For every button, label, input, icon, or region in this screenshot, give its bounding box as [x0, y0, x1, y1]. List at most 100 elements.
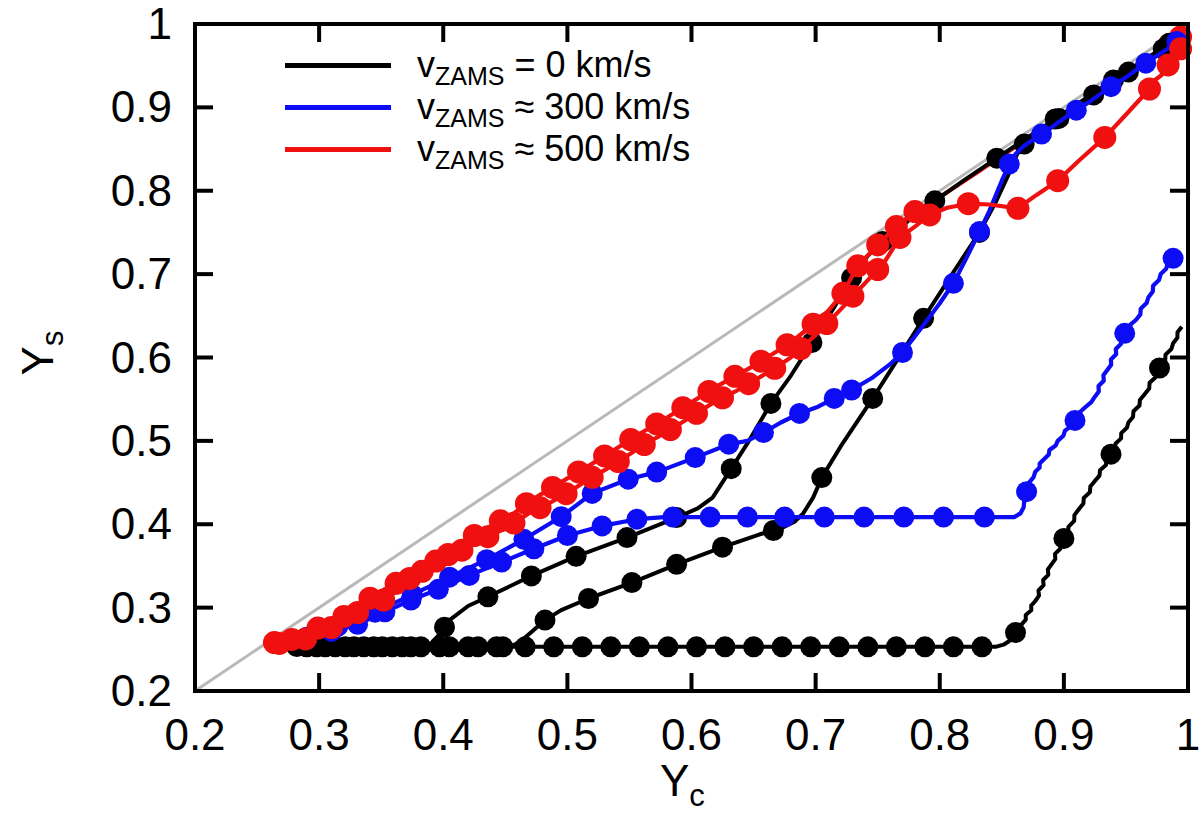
series-marker-v0-flat-long [829, 636, 850, 657]
series-marker-v500-upper [463, 524, 486, 547]
x-tick-label: 0.3 [289, 710, 350, 759]
series-marker-v300-flat [700, 507, 721, 528]
series-marker-v0-mid [439, 636, 460, 657]
series-marker-v500-upper [359, 587, 382, 610]
x-axis-title: Yc [660, 756, 705, 806]
series-marker-v500-upper [846, 254, 869, 277]
series-marker-v500-upper [280, 628, 303, 651]
series-marker-v500-upper [697, 380, 720, 403]
series-marker-v300-flat [1163, 248, 1184, 269]
x-tick-label: 0.5 [537, 710, 598, 759]
x-tick-label: 0.7 [785, 710, 846, 759]
series-marker-v500-lower [1006, 197, 1029, 220]
series-marker-v500-upper [750, 350, 773, 373]
series-marker-v500-lower [1138, 78, 1161, 101]
legend-line-sample-red [285, 147, 391, 152]
series-marker-v300-steep [789, 403, 810, 424]
series-marker-v500-upper [385, 572, 408, 595]
series-marker-v0-flat-long [600, 636, 621, 657]
series-marker-v0-flat-long [1149, 358, 1170, 379]
series-marker-v0-mid [535, 610, 556, 631]
series-marker-v300-flat [1114, 323, 1135, 344]
series-marker-v0-flat-long [743, 636, 764, 657]
series-marker-v500-upper [489, 509, 512, 532]
series-marker-v0-early [434, 617, 455, 638]
y-tick-label: 1 [148, 0, 172, 48]
series-marker-v300-flat [1016, 481, 1037, 502]
series-marker-v300-flat [974, 507, 995, 528]
series-marker-v300-steep [551, 506, 572, 527]
series-marker-v300-steep [1135, 53, 1156, 74]
series-marker-v0-early [392, 636, 413, 657]
series-marker-v500-upper [411, 560, 434, 583]
series-marker-v0-flat-long [629, 636, 650, 657]
series-marker-v500-upper [567, 460, 590, 483]
legend-line-sample-blue [285, 105, 391, 110]
series-marker-v0-early [617, 527, 638, 548]
series-marker-v500-upper [332, 605, 355, 628]
series-marker-v500-lower [1093, 126, 1116, 149]
series-marker-v300-steep [999, 154, 1020, 175]
series-marker-v0-early [477, 586, 498, 607]
y-axis-title: Ys [13, 331, 63, 376]
series-marker-v300-steep [718, 434, 739, 455]
series-marker-v0-mid [621, 572, 642, 593]
series-marker-v0-flat-long [857, 636, 878, 657]
series-marker-v300-steep [841, 380, 862, 401]
series-marker-v300-steep [476, 549, 497, 570]
y-tick-label: 0.7 [111, 249, 172, 298]
series-marker-v0-early [721, 458, 742, 479]
series-marker-v500-upper [593, 444, 616, 467]
x-tick-label: 0.9 [1033, 710, 1094, 759]
series-line-v500-upper [274, 212, 915, 643]
series-marker-v300-steep [892, 342, 913, 363]
series-marker-v0-flat-long [972, 636, 993, 657]
y-tick-label: 0.5 [111, 416, 172, 465]
series-marker-v300-flat [592, 515, 613, 536]
series-marker-v0-flat-long [543, 636, 564, 657]
series-marker-v300-steep [685, 447, 706, 468]
series-marker-v0-flat-long [1005, 622, 1026, 643]
series-marker-v500-upper [866, 233, 889, 256]
x-tick-label: 1 [1176, 710, 1200, 759]
series-marker-v300-flat [774, 507, 795, 528]
series-marker-v500-upper [776, 333, 799, 356]
series-marker-v300-flat [933, 507, 954, 528]
series-marker-v500-upper [723, 365, 746, 388]
series-marker-v0-flat-long [572, 636, 593, 657]
series-marker-v500-lower [957, 192, 980, 215]
series-marker-v300-flat [737, 507, 758, 528]
series-marker-v500-upper [645, 412, 668, 435]
series-marker-v500-upper [831, 282, 854, 305]
y-tick-label: 0.9 [111, 82, 172, 131]
series-marker-v500-upper [903, 200, 926, 223]
series-marker-v500-lower [1046, 169, 1069, 192]
series-marker-v0-early [566, 546, 587, 567]
series-marker-v500-lower [866, 258, 889, 281]
legend-label: vZAMS ≈ 300 km/s [417, 86, 690, 128]
series-marker-v300-flat [662, 507, 683, 528]
series-marker-v0-mid [578, 588, 599, 609]
x-tick-label: 0.8 [909, 710, 970, 759]
series-marker-v0-mid [862, 388, 883, 409]
series-marker-v300-steep [1066, 100, 1087, 121]
series-marker-v0-mid [492, 636, 513, 657]
series-marker-v0-early [363, 636, 384, 657]
series-marker-v0-flat-long [914, 636, 935, 657]
series-marker-v500-upper [437, 543, 460, 566]
series-marker-v300-flat [814, 507, 835, 528]
legend-line-sample-black [285, 63, 391, 68]
series-marker-v0-mid [811, 467, 832, 488]
series-marker-v300-steep [943, 273, 964, 294]
series-marker-v500-upper [306, 617, 329, 640]
series-marker-v0-flat-long [886, 636, 907, 657]
series-marker-v300-steep [753, 422, 774, 443]
y-tick-label: 0.3 [111, 583, 172, 632]
x-tick-label: 0.2 [164, 710, 225, 759]
series-marker-v0-flat-long [943, 636, 964, 657]
series-marker-v500-upper [802, 313, 825, 336]
series-marker-v0-flat-long [686, 636, 707, 657]
series-marker-v300-flat [626, 509, 647, 530]
series-marker-v0-mid [712, 537, 733, 558]
y-tick-label: 0.8 [111, 166, 172, 215]
